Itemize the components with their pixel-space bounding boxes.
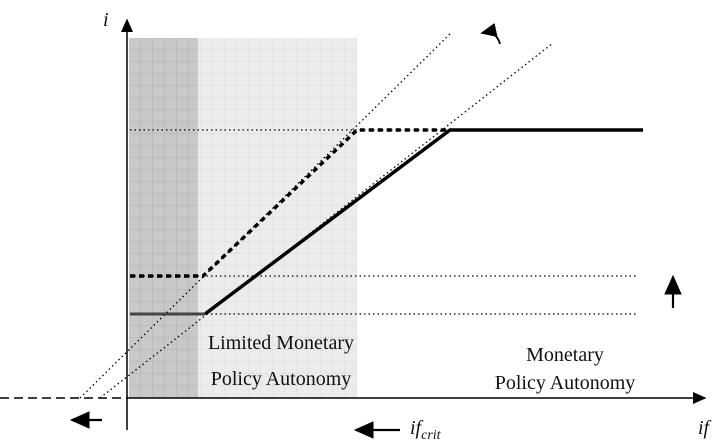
- x-axis-label: if: [698, 417, 712, 439]
- critical-label: ifcrit: [410, 417, 442, 441]
- rotation-arrow: [480, 22, 501, 45]
- region-label: Limited Monetary: [208, 332, 354, 354]
- region-label: Policy Autonomy: [211, 368, 352, 390]
- shaded-region-dark: [129, 38, 198, 398]
- y-axis-label: i: [103, 9, 109, 31]
- region-label: Monetary: [526, 344, 604, 366]
- dashed-curve: [130, 128, 450, 278]
- critical-sub: crit: [421, 428, 442, 441]
- critical-main: if: [410, 417, 424, 439]
- reference-lines: [79, 31, 640, 399]
- region-label: Policy Autonomy: [495, 372, 636, 394]
